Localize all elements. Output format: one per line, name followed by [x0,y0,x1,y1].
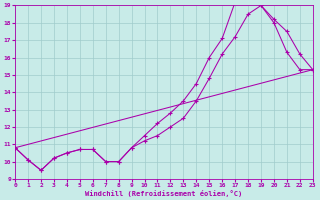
X-axis label: Windchill (Refroidissement éolien,°C): Windchill (Refroidissement éolien,°C) [85,190,243,197]
